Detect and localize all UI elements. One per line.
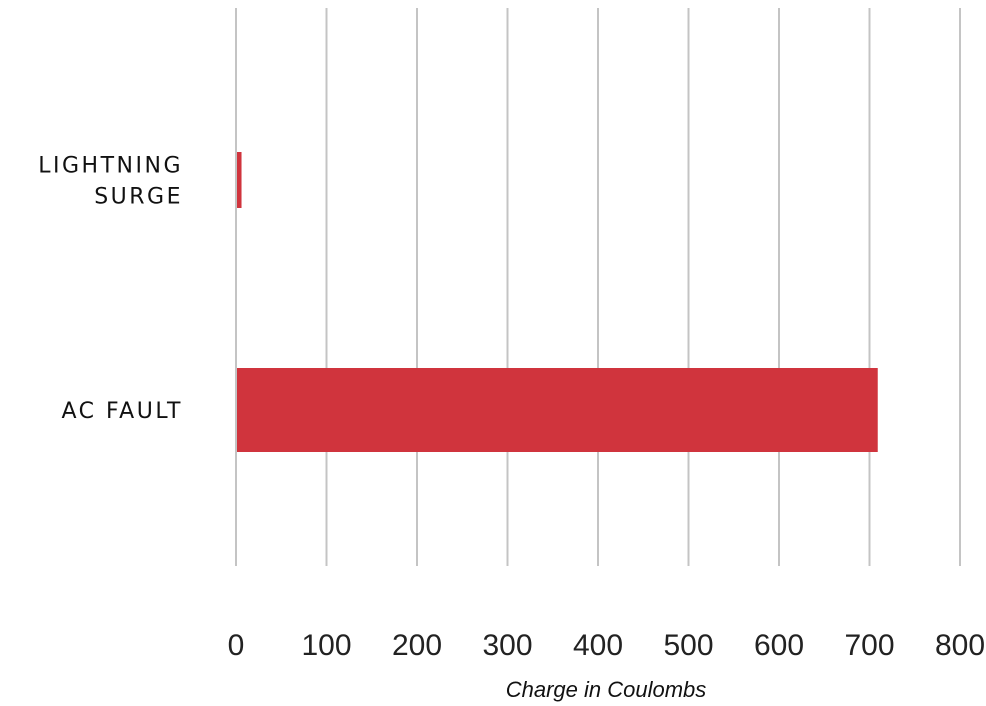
x-tick-label: 200 bbox=[392, 629, 442, 662]
gridlines bbox=[235, 8, 961, 566]
x-tick-label: 300 bbox=[482, 629, 532, 662]
category-labels: LIGHTNING SURGE AC FAULT bbox=[38, 154, 183, 425]
category-label: AC FAULT bbox=[62, 399, 183, 424]
x-tick-label: 400 bbox=[573, 629, 623, 662]
x-tick-label: 600 bbox=[754, 629, 804, 662]
bars bbox=[237, 152, 878, 452]
x-tick-label: 700 bbox=[844, 629, 894, 662]
x-axis-title: Charge in Coulombs bbox=[506, 677, 707, 702]
bar-ac-fault bbox=[237, 368, 878, 452]
x-tick-label: 500 bbox=[663, 629, 713, 662]
category-label: LIGHTNING bbox=[38, 154, 183, 179]
bar-lightning-surge bbox=[237, 152, 242, 208]
x-tick-labels: 0 100 200 300 400 500 600 700 800 bbox=[228, 629, 985, 662]
category-label: SURGE bbox=[94, 185, 183, 210]
x-tick-label: 0 bbox=[228, 629, 245, 662]
x-tick-label: 100 bbox=[301, 629, 351, 662]
x-tick-label: 800 bbox=[935, 629, 985, 662]
